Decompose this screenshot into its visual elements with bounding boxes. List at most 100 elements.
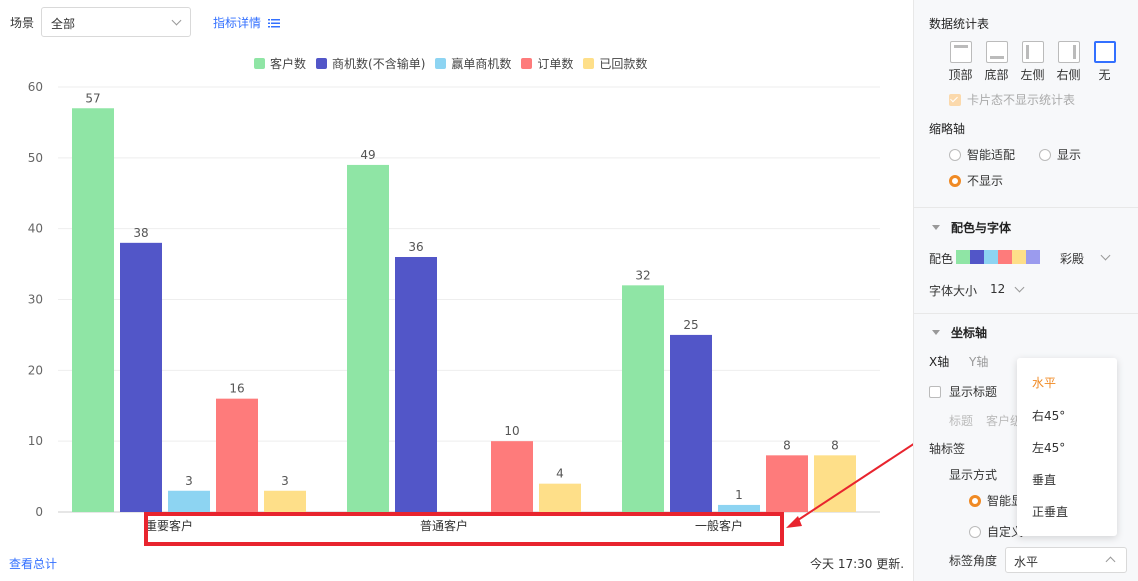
display-mode-smart[interactable]: 智能显 [969, 492, 1023, 509]
legend-label: 订单数 [537, 57, 574, 71]
tab-y-axis[interactable]: Y轴 [969, 355, 989, 369]
position-right[interactable]: 右侧 [1054, 41, 1083, 83]
y-tick-label: 50 [28, 151, 43, 165]
legend-item[interactable]: 商机数(不含输单) [316, 55, 425, 72]
axis-title-label: 标题 [949, 414, 974, 428]
thumb-option-show[interactable]: 显示 [1039, 146, 1081, 163]
data-label: 8 [783, 438, 791, 452]
thumb-option-smart[interactable]: 智能适配 [949, 146, 1015, 163]
angle-option-upright[interactable]: 正垂直 [1032, 505, 1069, 519]
axis-title: 坐标轴 [951, 326, 988, 340]
position-none-icon [1093, 41, 1116, 63]
metric-details-link[interactable]: 指标详情 [213, 14, 280, 31]
position-top[interactable]: 顶部 [946, 41, 975, 83]
legend-label: 商机数(不含输单) [332, 57, 426, 71]
bar [766, 455, 808, 512]
checkbox-icon [929, 385, 941, 398]
bar [718, 504, 760, 512]
thumb-option-hide-label: 不显示 [967, 174, 1004, 188]
data-label: 3 [185, 474, 193, 488]
color-font-section-header[interactable]: 配色与字体 [932, 219, 1011, 236]
tab-x-axis[interactable]: X轴 [929, 355, 950, 369]
show-axis-title-label: 显示标题 [949, 385, 998, 399]
legend-label: 赢单商机数 [451, 57, 512, 71]
palette-swatch [984, 250, 998, 264]
legend-swatch [435, 58, 447, 69]
label-angle-dropdown: 水平 右45° 左45° 垂直 正垂直 [1017, 358, 1117, 536]
thumb-option-show-label: 显示 [1057, 148, 1082, 162]
position-top-label: 顶部 [948, 68, 973, 82]
position-bottom-icon [985, 41, 1008, 63]
data-label: 32 [635, 268, 650, 282]
chart-legend: 客户数 商机数(不含输单) 赢单商机数 订单数 已回款数 [254, 55, 647, 72]
angle-option-vertical[interactable]: 垂直 [1032, 473, 1057, 487]
caret-down-icon [932, 225, 940, 230]
y-tick-label: 20 [28, 363, 43, 377]
card-hide-stats-label: 卡片态不显示统计表 [967, 93, 1076, 107]
y-tick-label: 10 [28, 434, 43, 448]
palette-picker[interactable] [956, 250, 1040, 264]
label-angle-select[interactable]: 水平 [1005, 547, 1127, 573]
thumb-option-hide[interactable]: 不显示 [949, 172, 1003, 189]
palette-swatch [1012, 250, 1026, 264]
legend-swatch [583, 58, 595, 69]
font-size-label: 字体大小 [929, 284, 978, 298]
position-bottom-label: 底部 [984, 68, 1009, 82]
y-tick-label: 0 [35, 505, 43, 519]
update-time: 今天 17:30 更新. [810, 557, 905, 571]
view-total-link[interactable]: 查看总计 [9, 557, 58, 571]
thumb-option-smart-label: 智能适配 [967, 148, 1016, 162]
position-top-icon [949, 41, 972, 63]
axis-section-header[interactable]: 坐标轴 [932, 324, 987, 341]
font-size-value[interactable]: 12 [990, 282, 1006, 296]
angle-option-left45[interactable]: 左45° [1032, 441, 1066, 455]
legend-item[interactable]: 已回款数 [583, 55, 647, 72]
scene-label: 场景 [10, 16, 35, 30]
angle-option-right45[interactable]: 右45° [1032, 409, 1066, 423]
position-left-icon [1021, 41, 1044, 63]
axis-title-input[interactable]: 客户级 [986, 414, 1023, 428]
scene-select[interactable]: 全部 [41, 7, 191, 37]
data-label: 25 [683, 318, 698, 332]
show-axis-title-checkbox[interactable]: 显示标题 [929, 383, 997, 400]
x-axis-labels-highlight [144, 512, 784, 546]
legend-item[interactable]: 赢单商机数 [435, 55, 511, 72]
y-tick-label: 60 [28, 80, 43, 94]
position-bottom[interactable]: 底部 [982, 41, 1011, 83]
bar [395, 257, 437, 512]
display-mode-label: 显示方式 [949, 468, 998, 482]
data-label: 49 [360, 148, 375, 162]
radio-icon [1039, 148, 1051, 161]
card-hide-stats-checkbox[interactable]: 卡片态不显示统计表 [949, 91, 1075, 108]
radio-selected-icon [949, 174, 961, 187]
data-label: 57 [85, 91, 100, 105]
radio-selected-icon [969, 494, 981, 507]
position-left[interactable]: 左侧 [1018, 41, 1047, 83]
palette-label: 配色 [929, 252, 954, 266]
metric-details-label: 指标详情 [213, 16, 262, 30]
angle-option-horizontal[interactable]: 水平 [1032, 376, 1057, 390]
data-label: 8 [831, 438, 839, 452]
position-none[interactable]: 无 [1090, 41, 1119, 83]
scene-select-value: 全部 [51, 17, 76, 31]
bar [347, 164, 389, 512]
label-angle-label: 标签角度 [949, 554, 998, 568]
bar [491, 441, 533, 512]
position-none-label: 无 [1098, 68, 1111, 82]
y-tick-label: 40 [28, 222, 43, 236]
thumbnail-axis-title: 缩略轴 [929, 122, 966, 136]
position-right-label: 右侧 [1056, 68, 1081, 82]
bar [168, 490, 210, 512]
bar [622, 285, 664, 512]
chevron-up-icon [1105, 556, 1116, 567]
list-icon [267, 17, 280, 31]
palette-swatch [956, 250, 970, 264]
bar [216, 398, 258, 512]
label-angle-value: 水平 [1014, 555, 1039, 569]
legend-item[interactable]: 订单数 [521, 55, 573, 72]
y-tick-label: 30 [28, 293, 43, 307]
display-mode-custom-label: 自定义 [987, 525, 1024, 539]
display-mode-custom[interactable]: 自定义 [969, 523, 1023, 540]
legend-item[interactable]: 客户数 [254, 55, 306, 72]
bar [120, 242, 162, 513]
